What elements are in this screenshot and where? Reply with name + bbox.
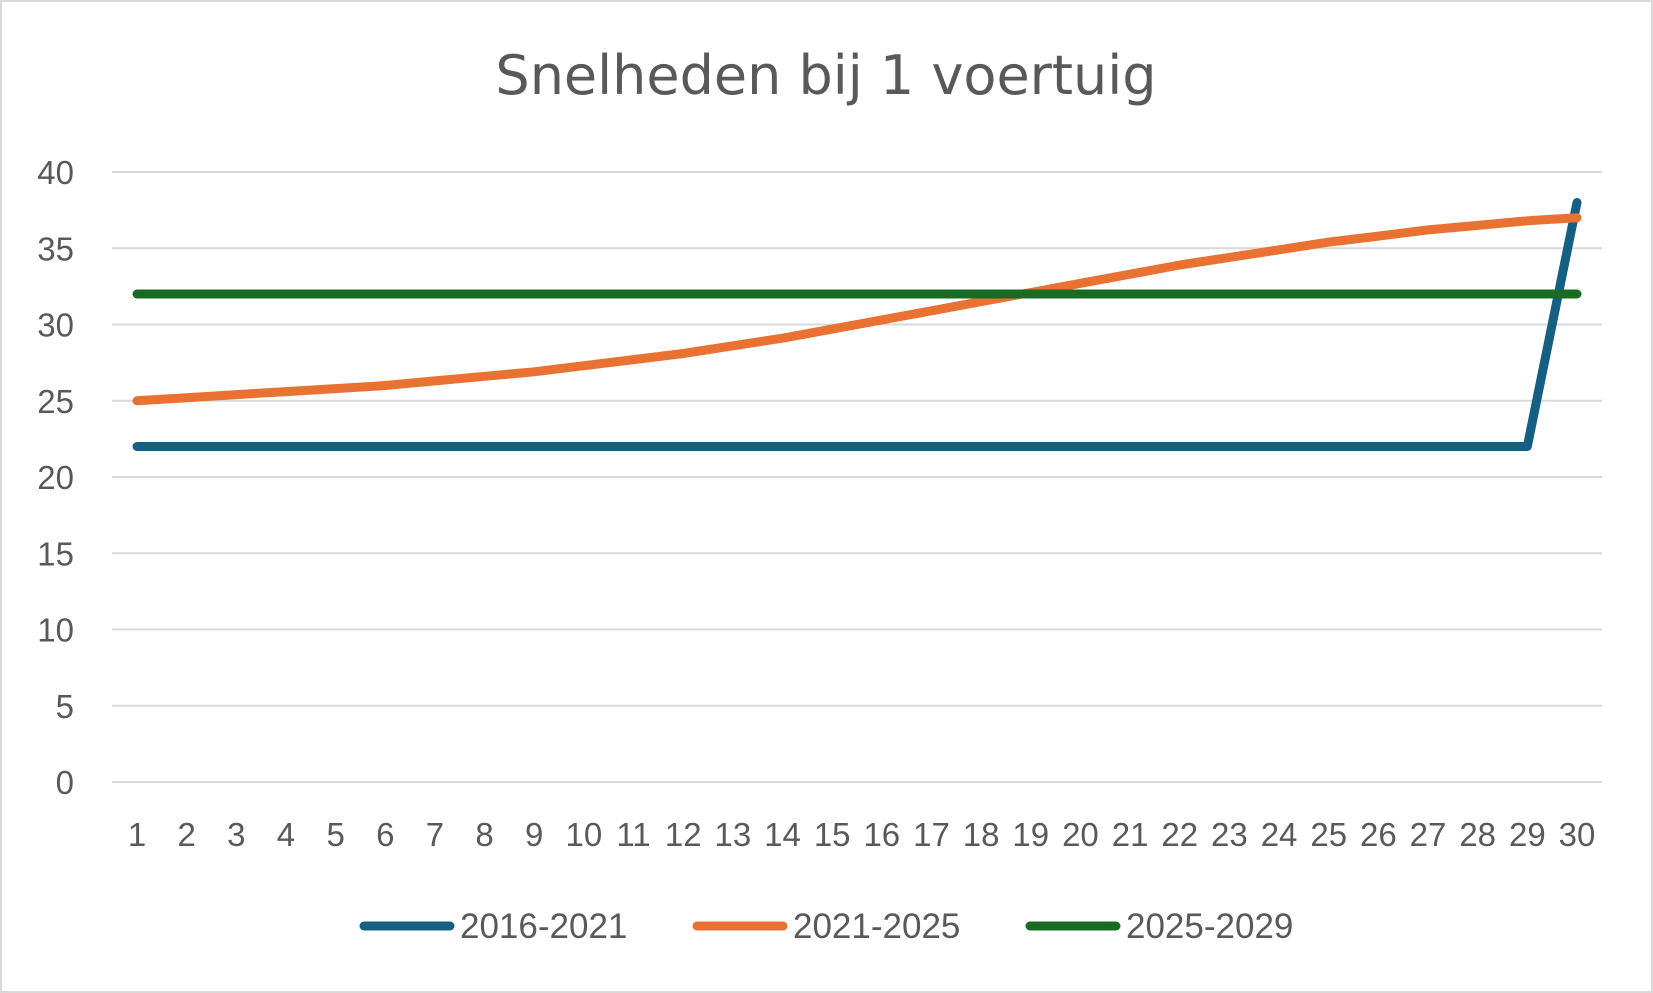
x-tick-label-14: 14 bbox=[764, 816, 801, 853]
series-lines bbox=[132, 198, 1582, 451]
x-tick-label-17: 17 bbox=[913, 816, 950, 853]
y-tick-label-40: 40 bbox=[37, 154, 74, 191]
x-tick-label-4: 4 bbox=[277, 816, 295, 853]
y-axis-tick-labels: 0 5 10 15 20 25 30 35 40 bbox=[37, 154, 74, 801]
x-tick-label-10: 10 bbox=[566, 816, 603, 853]
legend-label-2025-2029: 2025-2029 bbox=[1126, 907, 1293, 946]
x-tick-label-20: 20 bbox=[1062, 816, 1099, 853]
x-tick-label-11: 11 bbox=[616, 816, 650, 853]
x-tick-label-28: 28 bbox=[1459, 816, 1496, 853]
y-tick-label-25: 25 bbox=[37, 383, 74, 420]
x-tick-label-8: 8 bbox=[475, 816, 493, 853]
x-tick-label-5: 5 bbox=[326, 816, 344, 853]
x-tick-label-6: 6 bbox=[376, 816, 394, 853]
legend: 2016-2021 2021-2025 2025-2029 bbox=[359, 907, 1293, 946]
y-tick-label-35: 35 bbox=[37, 230, 74, 267]
x-axis-tick-labels: 1 2 3 4 5 6 7 8 9 10 11 12 13 14 15 16 17 18 19 20 21 22 23 24 2… bbox=[128, 816, 1596, 853]
y-tick-label-5: 5 bbox=[56, 688, 74, 725]
legend-label-2016-2021: 2016-2021 bbox=[460, 907, 627, 946]
x-tick-label-21: 21 bbox=[1112, 816, 1149, 853]
x-tick-label-2: 2 bbox=[177, 816, 195, 853]
x-tick-label-19: 19 bbox=[1012, 816, 1049, 853]
x-tick-label-23: 23 bbox=[1211, 816, 1248, 853]
x-tick-label-26: 26 bbox=[1360, 816, 1397, 853]
gridlines bbox=[112, 171, 1602, 783]
y-tick-label-30: 30 bbox=[37, 307, 74, 344]
x-tick-label-1: 1 bbox=[128, 816, 146, 853]
legend-item-2025-2029: 2025-2029 bbox=[1025, 907, 1293, 946]
x-tick-label-29: 29 bbox=[1509, 816, 1546, 853]
x-tick-label-12: 12 bbox=[665, 816, 702, 853]
legend-item-2021-2025: 2021-2025 bbox=[692, 907, 960, 946]
y-tick-label-15: 15 bbox=[37, 535, 74, 572]
x-tick-label-18: 18 bbox=[963, 816, 1000, 853]
x-tick-label-27: 27 bbox=[1410, 816, 1447, 853]
x-tick-label-25: 25 bbox=[1310, 816, 1347, 853]
legend-item-2016-2021: 2016-2021 bbox=[359, 907, 627, 946]
chart-title: Snelheden bij 1 voertuig bbox=[495, 44, 1156, 107]
x-tick-label-9: 9 bbox=[525, 816, 543, 853]
x-tick-label-3: 3 bbox=[227, 816, 245, 853]
x-tick-label-15: 15 bbox=[814, 816, 851, 853]
y-tick-label-0: 0 bbox=[56, 764, 74, 801]
x-tick-label-24: 24 bbox=[1261, 816, 1298, 853]
x-tick-label-22: 22 bbox=[1161, 816, 1198, 853]
x-tick-label-7: 7 bbox=[426, 816, 444, 853]
y-tick-label-20: 20 bbox=[37, 459, 74, 496]
x-tick-label-30: 30 bbox=[1559, 816, 1596, 853]
series-line-2016-2021 bbox=[132, 198, 1582, 451]
series-line-2021-2025 bbox=[132, 213, 1582, 406]
y-tick-label-10: 10 bbox=[37, 612, 74, 649]
x-tick-label-16: 16 bbox=[863, 816, 900, 853]
legend-label-2021-2025: 2021-2025 bbox=[793, 907, 960, 946]
x-tick-label-13: 13 bbox=[715, 816, 752, 853]
